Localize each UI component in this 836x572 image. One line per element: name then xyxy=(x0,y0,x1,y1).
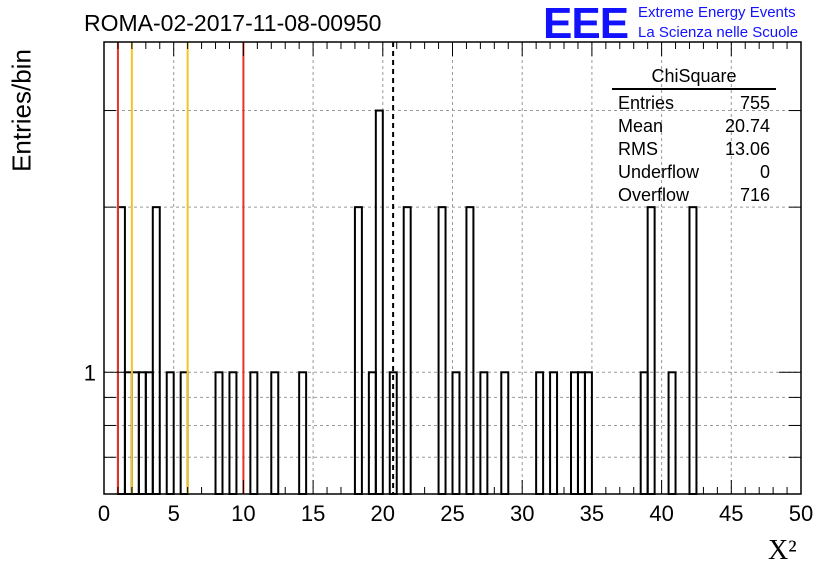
stats-row: Overflow 716 xyxy=(612,184,776,207)
stats-value: 716 xyxy=(739,185,770,205)
histogram-bin xyxy=(639,371,649,495)
histogram-bin xyxy=(367,371,377,495)
histogram-bin xyxy=(402,206,412,495)
stats-label: Entries xyxy=(618,93,675,113)
stats-label: Mean xyxy=(618,116,664,136)
y-axis-label: Entries/bin xyxy=(6,49,37,172)
histogram-bin xyxy=(137,371,147,495)
x-tick-label: 25 xyxy=(440,501,464,526)
histogram-bars xyxy=(116,109,698,495)
x-tick-label: 45 xyxy=(719,501,743,526)
y-tick-label: 1 xyxy=(84,360,96,385)
histogram-bin xyxy=(688,206,698,495)
histogram-bin xyxy=(116,206,126,495)
x-tick-label: 15 xyxy=(301,501,325,526)
stats-value: 755 xyxy=(739,93,770,113)
histogram-bin xyxy=(130,371,140,495)
logo-line-2: La Scienza nelle Scuole xyxy=(638,24,799,41)
stats-box: ChiSquare Entries 755 Mean 20.74 RMS 13.… xyxy=(612,66,776,207)
chart-title: ROMA-02-2017-11-08-00950 xyxy=(84,10,382,36)
x-tick-label: 5 xyxy=(168,501,180,526)
reference-lines xyxy=(116,42,395,494)
histogram-bin xyxy=(214,371,224,495)
histogram-bin xyxy=(569,371,579,495)
tick-marks xyxy=(103,42,802,494)
histogram-bin xyxy=(179,371,189,495)
histogram-bin xyxy=(437,206,447,495)
stats-label: Underflow xyxy=(618,162,700,182)
logo-line-1: Extreme Energy Events xyxy=(638,4,796,21)
histogram-bin xyxy=(270,371,280,495)
x-tick-label: 30 xyxy=(510,501,534,526)
stats-label: RMS xyxy=(618,139,658,159)
histogram-bin xyxy=(576,371,586,495)
histogram-bin xyxy=(228,371,238,495)
tick-labels: 0 5 10 15 20 25 30 35 40 45 50 1 xyxy=(84,360,813,526)
x-tick-label: 10 xyxy=(231,501,255,526)
x-tick-label: 40 xyxy=(649,501,673,526)
histogram-bin xyxy=(535,371,545,495)
stats-row: Mean 20.74 xyxy=(612,115,776,138)
histogram-bin xyxy=(151,206,161,495)
stats-label: Overflow xyxy=(618,185,690,205)
histogram-bin xyxy=(479,371,489,495)
x-tick-label: 50 xyxy=(789,501,813,526)
histogram-bin xyxy=(667,371,677,495)
histogram-bin xyxy=(144,371,154,495)
histogram-bin xyxy=(165,371,175,495)
histogram-bin xyxy=(123,371,133,495)
stats-row: RMS 13.06 xyxy=(612,138,776,161)
x-axis-label: X² xyxy=(768,535,797,566)
stats-title: ChiSquare xyxy=(612,66,776,90)
histogram-bin xyxy=(549,371,559,495)
histogram-bin xyxy=(353,206,363,495)
x-tick-label: 0 xyxy=(98,501,110,526)
x-tick-label: 20 xyxy=(371,501,395,526)
histogram-bin xyxy=(500,371,510,495)
histogram-bin xyxy=(465,206,475,495)
histogram-bin xyxy=(646,206,656,495)
logo-mark: EEE xyxy=(543,2,628,42)
eee-logo: EEE xyxy=(543,2,629,42)
histogram-bin xyxy=(451,371,461,495)
stats-row: Entries 755 xyxy=(612,92,776,115)
stats-value: 13.06 xyxy=(724,139,770,159)
stats-value: 0 xyxy=(759,162,770,182)
stats-value: 20.74 xyxy=(724,116,770,136)
x-tick-label: 35 xyxy=(580,501,604,526)
histogram-bin xyxy=(583,371,593,495)
histogram-bin xyxy=(298,371,308,495)
stats-row: Underflow 0 xyxy=(612,161,776,184)
histogram-bin xyxy=(249,371,259,495)
histogram-bin xyxy=(374,109,384,495)
